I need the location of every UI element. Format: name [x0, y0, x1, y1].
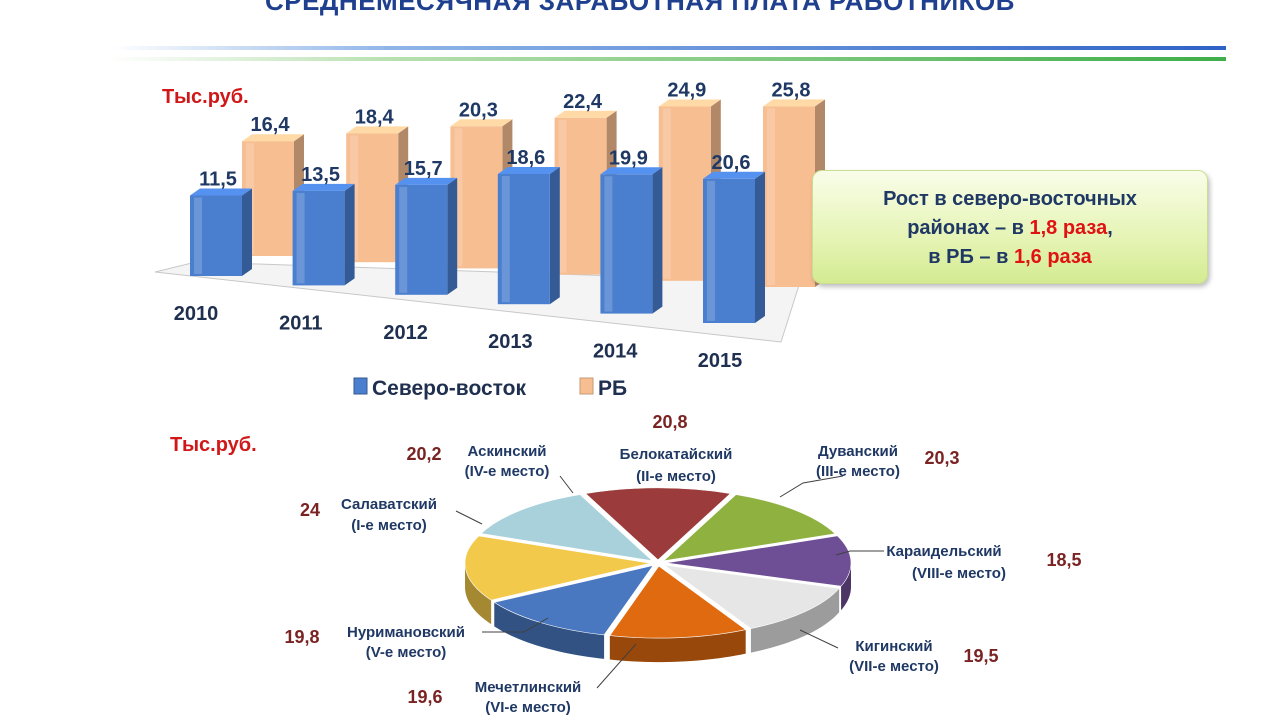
- pie-label-3: Караидельский (VIII-е место) 18,5: [835, 543, 1082, 582]
- pie-district-place: (VI-е место): [485, 699, 571, 716]
- pie-label-1: Белокатайский (II-е место) 20,8: [620, 412, 733, 485]
- pie-value-label: 20,8: [652, 412, 687, 432]
- bar-value-label: 16,4: [251, 114, 291, 136]
- bar-north-east-2015: [703, 171, 765, 323]
- x-tick-label: 2014: [593, 341, 638, 363]
- pie-slice: [663, 564, 840, 629]
- bar-north-east-2013: [497, 167, 560, 305]
- pie-slice: [493, 565, 654, 636]
- growth-note: Рост в северо-восточных районах – в 1,8 …: [812, 170, 1208, 284]
- pie-label-8: Аскинский (IV-е место) 20,2: [406, 443, 574, 494]
- pie-district-place: (III-е место): [816, 463, 900, 480]
- pie-slice: [464, 535, 651, 601]
- pie-label-7: Салаватский (I-е место) 24: [300, 496, 483, 534]
- pie-label-4: Кигинский (VII-е место) 19,5: [799, 629, 999, 675]
- pie-district-name: Нуримановский: [347, 624, 465, 641]
- legend-label-rb: РБ: [598, 377, 627, 400]
- bar-value-label: 24,9: [667, 80, 706, 102]
- pie-district-name: Мечетлинский: [475, 679, 582, 696]
- pie-district-name: Белокатайский: [620, 446, 733, 463]
- bar-value-label: 22,4: [563, 91, 603, 113]
- pie-district-place: (II-е место): [636, 468, 716, 485]
- bar-value-label: 25,8: [772, 79, 811, 101]
- pie-side-walls: [465, 562, 851, 663]
- title-underline-blue: [110, 46, 1226, 50]
- pie-slice: [665, 535, 852, 587]
- pie-slice: [480, 494, 654, 562]
- bar-north-east-2011: [292, 183, 355, 286]
- bar-value-label: 15,7: [404, 158, 443, 180]
- bar-value-label: 19,9: [609, 147, 648, 169]
- x-tick-label: 2015: [698, 350, 743, 372]
- pie-leader-line: [596, 643, 637, 689]
- bar-value-label: 11,5: [199, 169, 237, 191]
- bar-value-label: 18,4: [355, 106, 395, 128]
- bar-north-east-2014: [600, 167, 663, 314]
- pie-district-name: Караидельский: [886, 543, 1001, 560]
- pie-slice: [609, 565, 747, 639]
- pie-slice: [585, 487, 731, 561]
- pie-label-5: Мечетлинский (VI-е место) 19,6: [407, 643, 637, 716]
- bar-value-label: 20,3: [459, 99, 498, 121]
- pie-slice: [662, 494, 836, 562]
- growth-note-line-1: Рост в северо-восточных: [883, 188, 1137, 210]
- legend-swatch-north-east: [353, 377, 368, 395]
- slide-title: СРЕДНЕМЕСЯЧНАЯ ЗАРАБОТНАЯ ПЛАТА РАБОТНИК…: [264, 0, 1016, 16]
- pie-district-name: Дуванский: [818, 443, 898, 460]
- growth-note-line-3: в РБ – в 1,6 раза: [928, 246, 1092, 268]
- growth-note-line-2: районах – в 1,8 раза,: [907, 217, 1113, 239]
- pie-district-name: Салаватский: [341, 496, 437, 513]
- pie-district-place: (VIII-е место): [912, 565, 1006, 582]
- x-tick-label: 2010: [174, 303, 219, 325]
- growth-note-value-north-east: 1,8 раза: [1029, 217, 1108, 239]
- bar-rb-2015: [763, 99, 825, 288]
- pie-district-name: Кигинский: [855, 638, 932, 655]
- pie-leader-line: [799, 629, 839, 649]
- legend-label-north-east: Северо-восток: [372, 377, 527, 400]
- pie-value-label: 19,6: [407, 687, 442, 707]
- pie-leader-line: [559, 475, 574, 494]
- pie-value-label: 19,8: [284, 627, 319, 647]
- bar-value-label: 13,5: [301, 164, 340, 186]
- pie-district-place: (VII-е место): [849, 658, 939, 675]
- pie-district-name: Аскинский: [467, 443, 546, 460]
- pie-value-label: 24: [300, 500, 320, 520]
- pie-value-label: 20,3: [924, 448, 959, 468]
- bar-value-label: 20,6: [712, 152, 751, 174]
- pie-district-place: (I-е место): [351, 517, 427, 534]
- pie-chart-unit-label: Тыс.руб.: [170, 434, 257, 456]
- pie-leader-line: [835, 550, 884, 556]
- pie-label-6: Нуримановский (V-е место) 19,8: [284, 617, 549, 661]
- bar-chart-unit-label: Тыс.руб.: [162, 86, 249, 108]
- pie-leader-line: [455, 510, 483, 525]
- pie-label-2: Дуванский (III-е место) 20,3: [779, 443, 960, 498]
- x-tick-label: 2013: [488, 331, 533, 353]
- x-tick-label: 2011: [279, 312, 322, 334]
- pie-value-label: 20,2: [406, 444, 441, 464]
- bar-north-east-2012: [395, 177, 458, 295]
- pie-leader-line: [482, 617, 549, 633]
- growth-note-value-rb: 1,6 раза: [1013, 246, 1092, 268]
- pie-leader-line: [779, 475, 844, 498]
- legend-swatch-rb: [579, 377, 594, 395]
- pie-value-label: 18,5: [1046, 550, 1081, 570]
- bar-north-east-2010: [190, 188, 252, 276]
- bar-value-label: 18,6: [506, 147, 545, 169]
- title-underline-green: [110, 57, 1226, 61]
- pie-district-place: (IV-е место): [465, 463, 550, 480]
- x-tick-label: 2012: [383, 322, 428, 344]
- pie-district-place: (V-е место): [366, 644, 447, 661]
- pie-value-label: 19,5: [963, 646, 998, 666]
